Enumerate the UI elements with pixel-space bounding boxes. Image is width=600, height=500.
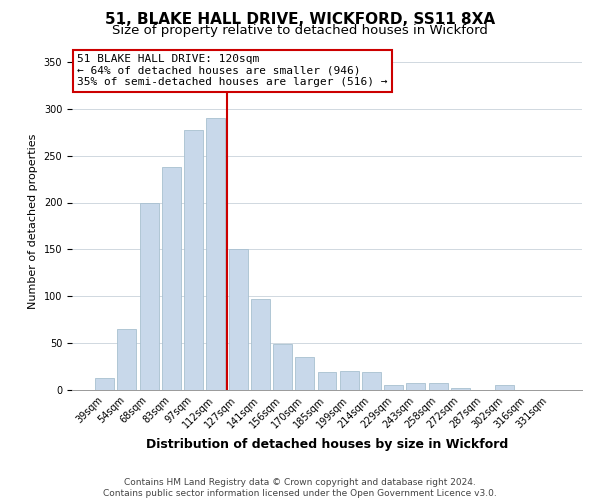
Bar — [118, 329, 136, 390]
Bar — [384, 386, 403, 390]
Text: Size of property relative to detached houses in Wickford: Size of property relative to detached ho… — [112, 24, 488, 37]
Bar — [229, 250, 248, 390]
Bar — [406, 382, 425, 390]
Text: 51 BLAKE HALL DRIVE: 120sqm
← 64% of detached houses are smaller (946)
35% of se: 51 BLAKE HALL DRIVE: 120sqm ← 64% of det… — [77, 54, 388, 88]
Bar — [140, 202, 158, 390]
Bar — [206, 118, 225, 390]
Bar — [295, 357, 314, 390]
Bar — [251, 299, 270, 390]
Text: Contains HM Land Registry data © Crown copyright and database right 2024.
Contai: Contains HM Land Registry data © Crown c… — [103, 478, 497, 498]
Text: 51, BLAKE HALL DRIVE, WICKFORD, SS11 8XA: 51, BLAKE HALL DRIVE, WICKFORD, SS11 8XA — [105, 12, 495, 28]
Bar — [429, 384, 448, 390]
Bar — [451, 388, 470, 390]
Bar — [317, 372, 337, 390]
X-axis label: Distribution of detached houses by size in Wickford: Distribution of detached houses by size … — [146, 438, 508, 451]
Bar — [273, 344, 292, 390]
Y-axis label: Number of detached properties: Number of detached properties — [28, 134, 38, 309]
Bar — [162, 167, 181, 390]
Bar — [362, 372, 381, 390]
Bar — [184, 130, 203, 390]
Bar — [496, 386, 514, 390]
Bar — [95, 378, 114, 390]
Bar — [340, 371, 359, 390]
